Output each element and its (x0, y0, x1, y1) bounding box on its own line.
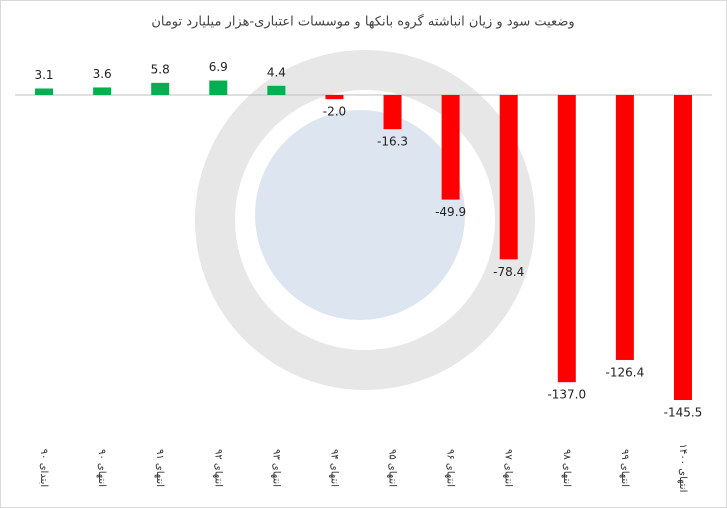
value-label: 3.6 (93, 67, 112, 81)
x-tick-label: انتهای ۹۹ (619, 449, 630, 487)
bar (441, 95, 460, 200)
x-tick-label: انتهای ۹۱ (154, 449, 165, 487)
value-label: -49.9 (435, 205, 466, 219)
value-label: -126.4 (606, 365, 645, 379)
chart-title: وضعیت سود و زیان انباشته گروه بانکها و م… (151, 14, 574, 30)
x-tick-label: انتهای ۹۵ (387, 449, 398, 487)
x-tick-label: انتهای ۹۰ (96, 449, 107, 487)
bar (209, 80, 228, 95)
value-label: 4.4 (267, 65, 286, 79)
x-tick-label: انتهای ۹۲ (212, 449, 223, 487)
bar (35, 88, 54, 95)
x-tick-label: انتهای ۹۷ (503, 449, 514, 487)
x-tick-label: انتهای ۹۴ (328, 449, 339, 487)
x-tick-label: انتهای ۹۶ (445, 449, 456, 487)
value-label: -2.0 (323, 105, 346, 119)
bar (325, 95, 344, 100)
x-tick-label: انتهای ۹۸ (561, 449, 572, 487)
bar (267, 85, 286, 95)
watermark-disc (255, 110, 465, 320)
bar (93, 87, 112, 95)
x-tick-label: انتهای ۹۳ (270, 449, 281, 487)
x-tick-label: ابتدای ۹۰ (38, 449, 49, 487)
bar (499, 95, 518, 260)
bar (615, 95, 634, 360)
value-label: -137.0 (547, 388, 586, 402)
bar (673, 95, 692, 400)
value-label: 3.1 (34, 68, 53, 82)
value-label: -145.5 (664, 406, 703, 420)
bar (383, 95, 402, 130)
bar (151, 82, 170, 95)
value-label: 6.9 (209, 60, 228, 74)
bar (557, 95, 576, 383)
value-label: -16.3 (377, 135, 408, 149)
x-tick-label: انتهای ۱۴۰۰ (677, 444, 688, 493)
value-label: -78.4 (493, 265, 524, 279)
value-label: 5.8 (151, 62, 170, 76)
